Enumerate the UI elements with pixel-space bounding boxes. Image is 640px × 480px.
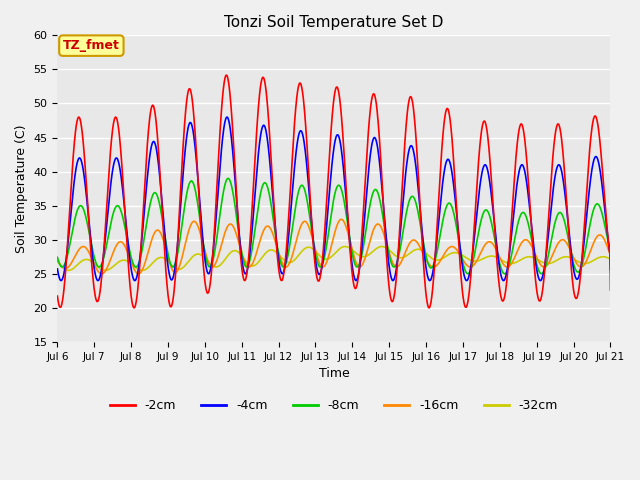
Text: TZ_fmet: TZ_fmet (63, 39, 120, 52)
Y-axis label: Soil Temperature (C): Soil Temperature (C) (15, 124, 28, 253)
Legend: -2cm, -4cm, -8cm, -16cm, -32cm: -2cm, -4cm, -8cm, -16cm, -32cm (105, 394, 563, 417)
X-axis label: Time: Time (319, 367, 349, 380)
Title: Tonzi Soil Temperature Set D: Tonzi Soil Temperature Set D (224, 15, 444, 30)
